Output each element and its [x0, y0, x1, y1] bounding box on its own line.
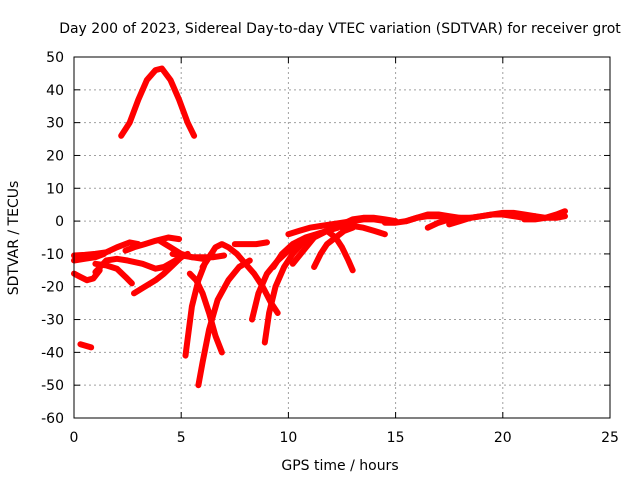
series-arc-9: [169, 250, 228, 261]
y-tick-label: -50: [41, 378, 64, 394]
plot-frame: [73, 56, 611, 419]
series-arc-29: [532, 213, 568, 221]
x-tick-label: 20: [494, 430, 512, 446]
y-tick-label: -20: [41, 280, 64, 296]
x-tick-label: 10: [279, 430, 297, 446]
y-tick-label: 10: [46, 181, 64, 197]
y-tick-label: 0: [55, 214, 64, 230]
grid-lines: [74, 57, 610, 418]
series-arc-12: [199, 241, 281, 316]
x-axis-label: GPS time / hours: [281, 458, 398, 474]
x-tick-label: 5: [177, 430, 186, 446]
data-series: [71, 65, 568, 389]
chart-title: Day 200 of 2023, Sidereal Day-to-day VTE…: [59, 21, 621, 37]
x-tick-label: 0: [70, 430, 79, 446]
series-arc-7: [131, 254, 185, 297]
x-tick-label: 25: [601, 430, 619, 446]
x-tick-label: 15: [387, 430, 405, 446]
y-tick-label: -40: [41, 345, 64, 361]
y-tick-label: -30: [41, 313, 64, 329]
y-tick-label: 40: [46, 83, 64, 99]
series-arc-3: [71, 250, 107, 264]
series-arc-19: [311, 224, 356, 270]
y-tick-label: -60: [41, 411, 64, 427]
series-arc-18: [289, 224, 341, 267]
series-arc-hump: [118, 65, 198, 139]
series-arc-20: [324, 227, 356, 274]
y-tick-label: 30: [46, 116, 64, 132]
y-tick-label: -10: [41, 247, 64, 263]
series-arc-1: [71, 267, 103, 284]
series-arc-early-low: [77, 341, 95, 351]
series-arc-14: [231, 239, 270, 248]
x-tick-labels: 0 5 10 15 20 25: [70, 430, 619, 446]
series-arc-11: [186, 270, 225, 356]
y-tick-labels: -60 -50 -40 -30 -20 -10 0 10 20 30 40 50: [41, 50, 64, 427]
series-arc-22: [339, 214, 399, 228]
y-axis-label: SDTVAR / TECUs: [6, 181, 22, 296]
series-arc-16: [261, 234, 313, 346]
series-arc-6: [122, 234, 183, 254]
series-arc-13: [195, 257, 253, 389]
y-tick-label: 50: [46, 50, 64, 66]
y-tick-label: 20: [46, 148, 64, 164]
series-arc-27: [446, 209, 538, 228]
series-arc-23: [339, 223, 388, 238]
